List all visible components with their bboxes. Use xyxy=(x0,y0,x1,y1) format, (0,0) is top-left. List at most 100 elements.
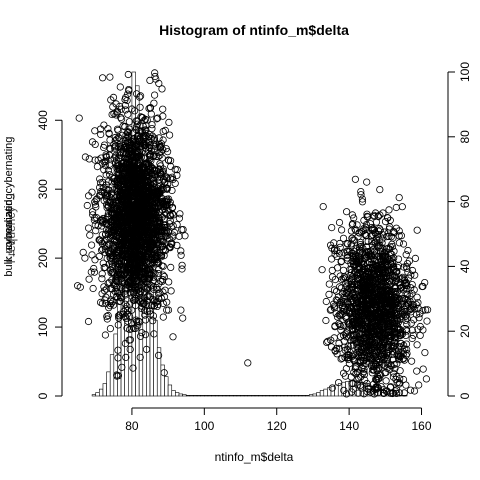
scatter-point xyxy=(369,329,377,338)
histogram-bar xyxy=(225,395,230,397)
histogram-bar xyxy=(99,388,104,397)
y-right-tick-label: 100 xyxy=(458,62,472,82)
histogram-bar xyxy=(91,394,97,397)
scatter-point xyxy=(154,153,162,161)
scatter-point xyxy=(342,364,350,373)
scatter-point xyxy=(340,343,349,351)
scatter-point xyxy=(392,389,401,397)
scatter-point xyxy=(387,313,395,321)
histogram-bar xyxy=(276,395,281,397)
scatter-point xyxy=(151,166,159,174)
scatter-point xyxy=(378,312,386,320)
scatter-point xyxy=(370,320,378,328)
scatter-point xyxy=(391,342,399,350)
scatter-point xyxy=(125,216,133,224)
scatter-point xyxy=(385,225,393,233)
scatter-point xyxy=(110,221,118,229)
scatter-point xyxy=(124,70,132,79)
scatter-point xyxy=(138,172,146,180)
scatter-point xyxy=(161,230,169,238)
scatter-point xyxy=(126,277,134,285)
scatter-points xyxy=(74,69,432,398)
scatter-point xyxy=(140,142,149,150)
scatter-point xyxy=(372,218,381,226)
histogram-bar xyxy=(102,383,107,397)
scatter-point xyxy=(378,235,386,243)
scatter-point xyxy=(97,130,105,139)
scatter-point xyxy=(137,218,145,226)
scatter-point xyxy=(116,143,124,151)
y-axis-left: 0 100 200 300 400 xyxy=(36,110,63,399)
scatter-point xyxy=(121,123,129,131)
y-right-tick-label: 0 xyxy=(458,392,472,399)
scatter-point xyxy=(137,92,145,100)
scatter-point xyxy=(138,114,146,122)
scatter-point xyxy=(81,153,90,161)
scatter-point xyxy=(391,364,399,373)
scatter-point xyxy=(365,269,373,277)
scatter-point xyxy=(380,252,389,260)
scatter-point xyxy=(155,280,163,288)
scatter-point xyxy=(326,306,334,314)
scatter-point xyxy=(109,264,117,273)
scatter-point xyxy=(118,363,126,371)
scatter-point xyxy=(364,263,372,272)
scatter-point xyxy=(395,389,404,397)
histogram-bar xyxy=(167,384,173,397)
scatter-point xyxy=(382,377,390,385)
scatter-point xyxy=(122,106,130,114)
scatter-point xyxy=(117,105,125,113)
scatter-point xyxy=(404,298,412,306)
scatter-point xyxy=(114,126,122,134)
scatter-point xyxy=(158,238,166,246)
scatter-point xyxy=(342,390,351,398)
scatter-point xyxy=(86,231,94,239)
scatter-point xyxy=(409,331,417,339)
scatter-point xyxy=(140,182,148,191)
scatter-point xyxy=(129,197,137,205)
scatter-point xyxy=(141,311,149,319)
scatter-point xyxy=(143,267,151,275)
histogram-bar xyxy=(323,388,328,397)
scatter-point xyxy=(325,290,333,298)
scatter-point xyxy=(91,140,99,148)
scatter-point xyxy=(359,369,367,377)
histogram-bar xyxy=(106,371,111,397)
scatter-point xyxy=(125,137,133,145)
scatter-point xyxy=(400,389,408,397)
scatter-point xyxy=(368,238,376,246)
histogram-bar xyxy=(254,395,259,397)
scatter-point xyxy=(402,290,410,298)
scatter-point xyxy=(138,262,146,270)
scatter-point xyxy=(155,351,163,359)
scatter-point xyxy=(164,197,172,205)
scatter-point xyxy=(351,281,359,289)
scatter-point xyxy=(160,221,168,229)
scatter-point xyxy=(378,289,386,297)
scatter-point xyxy=(104,125,112,133)
y-axis-title-group: bulk_cybernating normalized_cybernating … xyxy=(3,137,18,277)
scatter-point xyxy=(352,255,360,263)
scatter-point xyxy=(149,317,157,325)
scatter-point xyxy=(137,288,145,296)
scatter-point xyxy=(370,366,378,374)
scatter-point xyxy=(117,275,125,283)
scatter-point xyxy=(406,386,415,394)
histogram-bar xyxy=(232,395,238,397)
scatter-point xyxy=(159,313,167,321)
scatter-point xyxy=(371,239,379,247)
scatter-point xyxy=(421,348,429,357)
scatter-point xyxy=(88,188,96,196)
scatter-point xyxy=(393,263,402,271)
scatter-point xyxy=(344,297,352,306)
scatter-point xyxy=(369,293,377,302)
scatter-point xyxy=(139,253,147,261)
scatter-point xyxy=(394,350,402,359)
scatter-point xyxy=(376,186,384,194)
scatter-point xyxy=(390,308,398,317)
scatter-point xyxy=(348,296,356,304)
scatter-point xyxy=(338,310,346,319)
scatter-point xyxy=(419,282,427,291)
scatter-point xyxy=(126,235,134,243)
scatter-point xyxy=(144,189,153,197)
